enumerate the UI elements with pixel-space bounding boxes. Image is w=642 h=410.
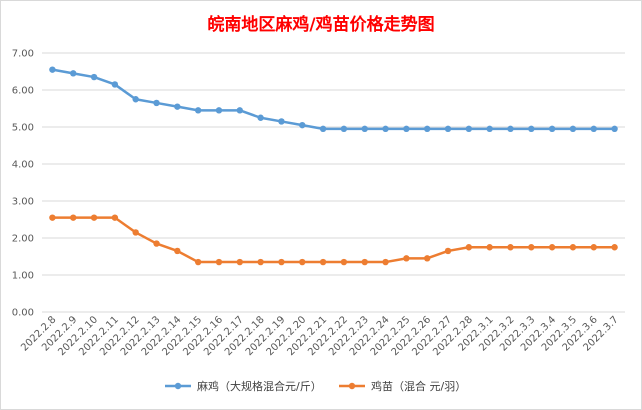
data-point	[319, 258, 327, 266]
data-point	[423, 125, 431, 133]
data-point	[611, 244, 618, 251]
chart-title: 皖南地区麻鸡/鸡苗价格走势图	[207, 15, 435, 35]
data-point	[340, 258, 348, 266]
data-point	[49, 214, 56, 221]
series-line	[52, 68, 615, 131]
data-point	[215, 258, 223, 266]
legend-label: 鸡苗（混合 元/羽）	[371, 379, 466, 393]
data-point	[299, 258, 306, 266]
data-point	[257, 114, 264, 121]
data-point	[174, 247, 181, 255]
data-point	[569, 244, 577, 251]
data-point	[528, 244, 535, 251]
data-point	[486, 125, 493, 133]
data-point	[590, 244, 597, 251]
data-point	[153, 99, 160, 107]
data-point	[153, 240, 160, 247]
data-point	[90, 214, 98, 221]
data-point	[507, 125, 514, 133]
legend-swatch-marker	[348, 382, 356, 390]
y-tick-label: 4.00	[12, 160, 34, 171]
data-point	[174, 103, 181, 110]
y-tick-label: 2.00	[12, 234, 34, 245]
data-point	[486, 244, 493, 251]
data-point	[215, 107, 223, 114]
data-point	[111, 214, 119, 221]
data-point	[382, 125, 389, 133]
data-point	[70, 70, 77, 77]
gridlines	[42, 52, 625, 313]
y-axis-ticks: 0.00 1.00 2.00 3.00 4.00 5.00 6.00 7.00	[12, 49, 34, 319]
data-point	[569, 125, 577, 133]
data-point	[507, 244, 514, 251]
data-point	[257, 258, 264, 266]
data-point	[236, 258, 244, 266]
data-point	[194, 258, 202, 266]
data-point	[70, 214, 77, 221]
data-point	[299, 121, 306, 129]
y-tick-label: 1.00	[12, 271, 34, 282]
data-point	[132, 229, 139, 236]
data-point	[361, 258, 368, 266]
legend: 麻鸡（大规格混合元/斤） 鸡苗（混合 元/羽）	[165, 379, 466, 393]
data-point	[132, 96, 139, 103]
data-point	[90, 73, 98, 81]
data-point	[548, 244, 556, 251]
data-point	[403, 125, 410, 133]
data-point	[465, 244, 473, 251]
data-point	[528, 125, 535, 133]
data-point	[236, 107, 244, 114]
data-point	[423, 255, 431, 262]
series-line	[52, 216, 615, 264]
y-tick-label: 0.00	[12, 308, 34, 319]
data-point	[340, 125, 348, 133]
y-tick-label: 6.00	[12, 86, 34, 97]
data-point	[278, 258, 285, 266]
data-point	[444, 247, 452, 255]
data-point	[611, 125, 618, 133]
data-point	[361, 125, 368, 133]
data-point	[319, 125, 327, 133]
data-point	[403, 255, 410, 262]
data-point	[590, 125, 597, 133]
data-point	[111, 81, 119, 88]
y-tick-label: 7.00	[12, 49, 34, 60]
data-point	[49, 66, 56, 73]
data-point	[548, 125, 556, 133]
series-layer	[49, 66, 618, 266]
data-point	[278, 118, 285, 125]
x-axis-ticks: 2022.2.82022.2.92022.2.102022.2.112022.2…	[19, 314, 620, 358]
legend-label: 麻鸡（大规格混合元/斤）	[197, 379, 322, 393]
data-point	[194, 107, 202, 114]
data-point	[465, 125, 473, 133]
data-point	[444, 125, 452, 133]
legend-swatch-marker	[174, 382, 182, 390]
y-tick-label: 5.00	[12, 123, 34, 134]
data-point	[382, 258, 389, 266]
y-tick-label: 3.00	[12, 197, 34, 208]
